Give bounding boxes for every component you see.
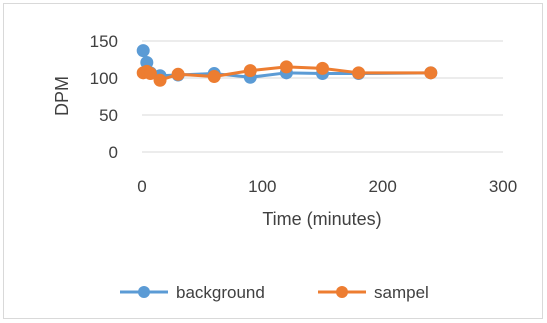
x-tick-label: 300	[489, 177, 517, 196]
data-point-sampel	[207, 70, 221, 84]
data-point-sampel	[352, 66, 366, 80]
gridlines	[142, 40, 503, 153]
x-tick-label: 0	[137, 177, 146, 196]
data-point-sampel	[279, 60, 293, 74]
data-point-sampel	[171, 67, 185, 81]
chart-frame	[3, 3, 543, 319]
y-tick-label: 0	[109, 143, 118, 162]
legend-label: sampel	[374, 283, 429, 302]
legend-marker	[138, 286, 150, 298]
legend-marker	[336, 286, 348, 298]
x-tick-label: 200	[368, 177, 396, 196]
x-axis-title: Time (minutes)	[262, 209, 381, 229]
data-point-background	[136, 44, 150, 58]
y-tick-labels: 0 50 100 150	[90, 32, 118, 162]
legend-entry-background: background	[120, 283, 265, 302]
x-tick-labels: 0 100 200 300	[137, 177, 517, 196]
y-tick-label: 100	[90, 69, 118, 88]
legend-entry-sampel: sampel	[318, 283, 429, 302]
data-point-sampel	[424, 66, 438, 80]
legend-label: background	[176, 283, 265, 302]
y-tick-label: 150	[90, 32, 118, 51]
legend: background sampel	[120, 283, 429, 302]
data-point-sampel	[153, 73, 167, 87]
y-tick-label: 50	[99, 106, 118, 125]
data-point-sampel	[143, 67, 157, 81]
x-tick-label: 100	[248, 177, 276, 196]
y-axis-title: DPM	[52, 76, 72, 116]
data-point-sampel	[316, 61, 329, 75]
series-sampel	[136, 60, 438, 87]
data-point-sampel	[243, 64, 257, 78]
series-layer	[136, 44, 438, 87]
